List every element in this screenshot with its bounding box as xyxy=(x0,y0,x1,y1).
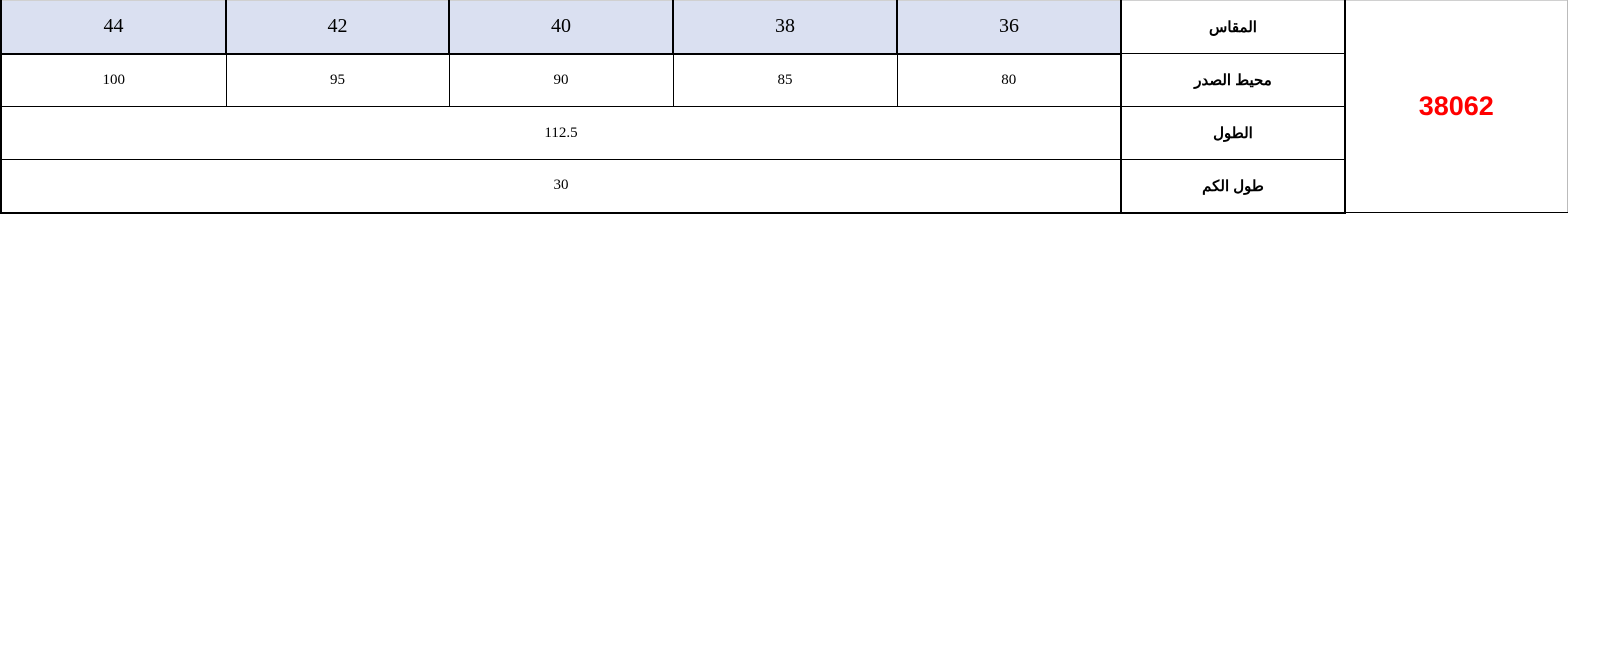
sleeve-label: طول الكم xyxy=(1120,159,1346,214)
size-cell: 42 xyxy=(225,0,450,55)
chest-row: 100 95 90 85 80 محيط الصدر xyxy=(0,53,1567,107)
product-code: 38062 xyxy=(1344,0,1568,213)
chest-cell: 95 xyxy=(225,53,450,107)
chest-label: محيط الصدر xyxy=(1120,53,1346,107)
size-chart-table: 44 42 40 38 36 المقاس 38062 100 95 90 85… xyxy=(0,0,1568,214)
length-label: الطول xyxy=(1120,106,1346,160)
sleeve-value: 30 xyxy=(0,159,1122,214)
size-cell: 36 xyxy=(896,0,1122,55)
size-cell: 38 xyxy=(672,0,898,55)
chest-cell: 100 xyxy=(0,53,227,107)
length-value: 112.5 xyxy=(0,106,1122,160)
size-label: المقاس xyxy=(1120,0,1346,54)
chest-cell: 90 xyxy=(448,53,674,107)
sleeve-row: 30 طول الكم xyxy=(0,159,1567,214)
length-row: 112.5 الطول xyxy=(0,106,1567,160)
size-row: 44 42 40 38 36 المقاس 38062 xyxy=(0,0,1568,213)
size-cell: 44 xyxy=(0,0,227,55)
chest-cell: 85 xyxy=(672,53,898,107)
size-cell: 40 xyxy=(448,0,674,55)
chest-cell: 80 xyxy=(896,53,1122,107)
